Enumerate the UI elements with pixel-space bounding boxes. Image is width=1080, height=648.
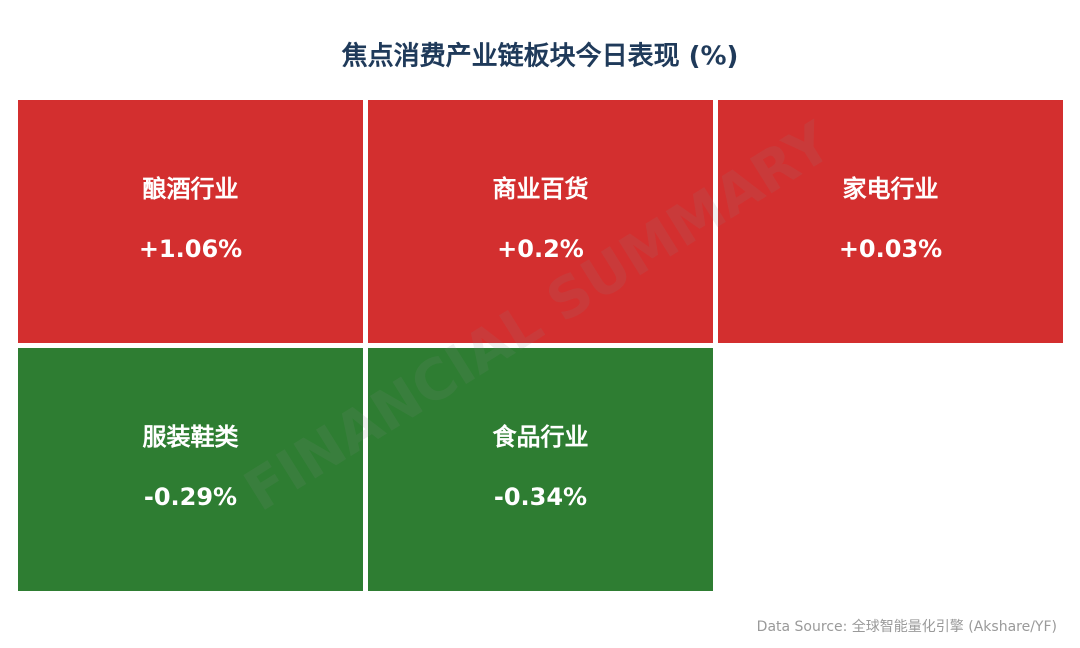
tile-value: +0.2% xyxy=(497,235,584,263)
tile-value: +1.06% xyxy=(139,235,242,263)
tile xyxy=(368,100,713,343)
tile-label: 商业百货 xyxy=(493,175,589,203)
tile-value: -0.34% xyxy=(494,483,587,511)
source-note: Data Source: 全球智能量化引擎 (Akshare/YF) xyxy=(757,618,1057,635)
tile-value: -0.29% xyxy=(144,483,237,511)
tile xyxy=(18,100,363,343)
chart-title: 焦点消费产业链板块今日表现 (%) xyxy=(342,41,739,72)
tile-label: 食品行业 xyxy=(493,423,589,451)
tile-value: +0.03% xyxy=(839,235,942,263)
tile xyxy=(18,348,363,591)
tile xyxy=(368,348,713,591)
tile-label: 服装鞋类 xyxy=(143,423,240,451)
tile xyxy=(718,100,1063,343)
tile-label: 酿酒行业 xyxy=(143,175,239,203)
tiles: 酿酒行业 +1.06% 商业百货 +0.2% 家电行业 +0.03% 服装鞋类 -0.29% 食… xyxy=(18,100,1063,591)
tile-label: 家电行业 xyxy=(843,175,939,203)
